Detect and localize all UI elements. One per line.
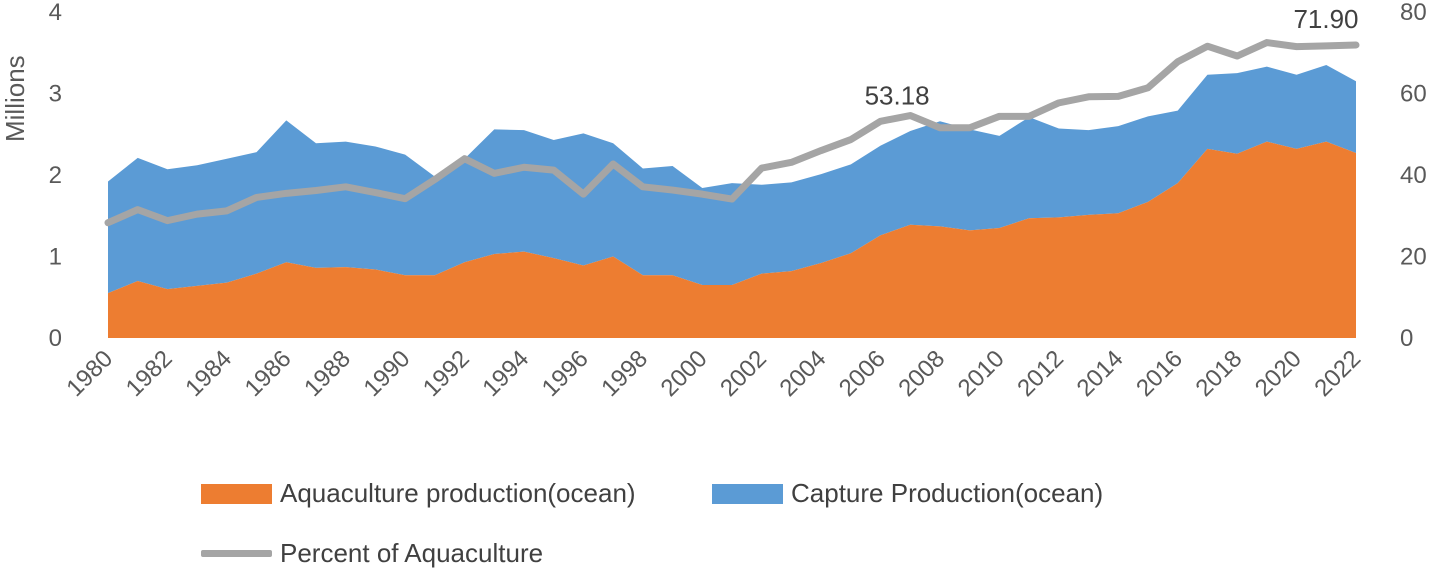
y-right-tick-label: 20: [1400, 244, 1427, 271]
x-tick-label: 2018: [1191, 345, 1248, 402]
x-tick-label: 1996: [537, 345, 594, 402]
x-tick-label: 1994: [477, 345, 534, 402]
x-tick-label: 1988: [299, 345, 356, 402]
y-right-tick-label: 60: [1400, 81, 1427, 108]
data-label: 71.90: [1293, 4, 1358, 34]
x-tick-label: 1992: [418, 345, 475, 402]
y-right-tick-label: 80: [1400, 0, 1427, 26]
series-area-aquaculture: [108, 141, 1356, 338]
y-left-tick-label: 3: [49, 81, 62, 108]
x-tick-label: 2016: [1131, 345, 1188, 402]
y-right-tick-label: 0: [1400, 325, 1413, 352]
x-tick-label: 2000: [656, 345, 713, 402]
y-left-tick-label: 0: [49, 325, 62, 352]
data-labels: 53.18 71.90: [865, 4, 1359, 110]
y-axis-left: 0 1 2 3 4: [49, 0, 62, 352]
x-tick-label: 2004: [775, 345, 832, 402]
data-label: 53.18: [865, 80, 930, 110]
y-axis-right: 0 20 40 60 80: [1400, 0, 1427, 352]
x-tick-label: 2012: [1012, 345, 1069, 402]
y-right-tick-label: 40: [1400, 162, 1427, 189]
series-line-percent: [104, 39, 1360, 227]
x-tick-label: 1986: [240, 345, 297, 402]
x-tick-label: 2006: [834, 345, 891, 402]
plot-area: [104, 39, 1360, 338]
x-tick-label: 2008: [893, 345, 950, 402]
x-tick-label: 2022: [1309, 345, 1366, 402]
y-left-tick-label: 2: [49, 162, 62, 189]
x-tick-label: 2010: [953, 345, 1010, 402]
x-tick-label: 1982: [121, 345, 178, 402]
x-tick-label: 1998: [596, 345, 653, 402]
x-tick-label: 1980: [61, 345, 118, 402]
x-tick-label: 2020: [1250, 345, 1307, 402]
series-area-capture: [108, 64, 1356, 294]
x-tick-label: 1990: [359, 345, 416, 402]
x-tick-label: 2002: [715, 345, 772, 402]
y-left-tick-label: 1: [49, 244, 62, 271]
x-axis: 1980 1982 1984 1986 1988 1990 1992 1994 1996 1998…: [61, 345, 1366, 402]
x-tick-label: 1984: [180, 345, 237, 402]
y-left-tick-label: 4: [49, 0, 62, 26]
y-axis-left-title: Millions: [0, 55, 30, 142]
x-tick-label: 2014: [1072, 345, 1129, 402]
